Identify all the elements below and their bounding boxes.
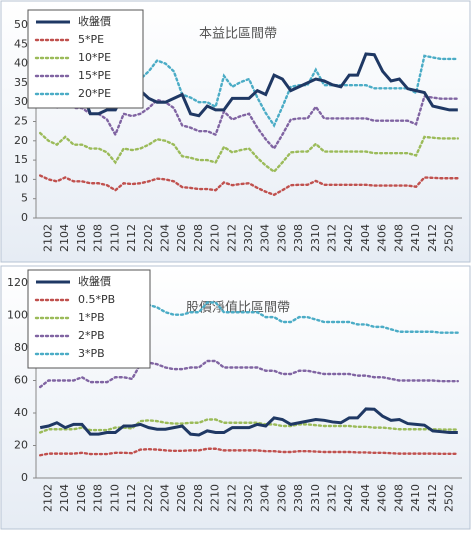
series-line xyxy=(38,447,460,457)
legend-label: 3*PB xyxy=(78,347,105,360)
legend-label: 10*PE xyxy=(78,51,111,64)
series-line xyxy=(39,52,458,118)
legend-label: 2*PB xyxy=(78,329,105,342)
x-tick-label: 2108 xyxy=(92,224,105,252)
series-line xyxy=(39,407,458,437)
x-tick-label: 2108 xyxy=(92,484,105,512)
y-tick-label: 20 xyxy=(14,134,28,147)
series-line xyxy=(38,89,460,151)
x-tick-label: 2204 xyxy=(158,224,171,252)
x-tick-label: 2308 xyxy=(292,224,305,252)
x-tick-label: 2112 xyxy=(125,224,138,252)
x-tick-label: 2112 xyxy=(125,484,138,512)
y-tick-label: 30 xyxy=(14,95,28,108)
x-tick-label: 2502 xyxy=(442,484,455,512)
x-tick-label: 2310 xyxy=(309,224,322,252)
legend-label: 收盤價 xyxy=(78,14,111,28)
legend-label: 20*PE xyxy=(78,87,111,100)
y-tick-label: 25 xyxy=(14,115,28,128)
x-tick-label: 2410 xyxy=(409,484,422,512)
x-tick-label: 2106 xyxy=(75,224,88,252)
y-tick-label: 45 xyxy=(14,37,28,50)
y-tick-label: 5 xyxy=(21,192,28,205)
y-tick-label: 40 xyxy=(14,57,28,70)
x-tick-label: 2204 xyxy=(158,484,171,512)
x-tick-label: 2312 xyxy=(326,484,339,512)
y-tick-label: 100 xyxy=(7,309,28,322)
x-tick-label: 2406 xyxy=(376,224,389,252)
x-tick-label: 2104 xyxy=(58,224,71,252)
x-tick-label: 2102 xyxy=(42,484,55,512)
x-tick-label: 2212 xyxy=(225,484,238,512)
series-line xyxy=(38,418,460,434)
series-line xyxy=(38,359,460,389)
y-tick-label: 0 xyxy=(21,211,28,224)
x-tick-label: 2302 xyxy=(242,484,255,512)
y-tick-label: 0 xyxy=(21,471,28,484)
y-tick-label: 120 xyxy=(7,276,28,289)
x-tick-label: 2212 xyxy=(225,224,238,252)
x-tick-label: 2202 xyxy=(142,224,155,252)
y-tick-label: 35 xyxy=(14,76,28,89)
legend-label: 0.5*PB xyxy=(78,293,115,306)
legend-label: 5*PE xyxy=(78,33,104,46)
y-tick-label: 60 xyxy=(14,374,28,387)
x-tick-label: 2410 xyxy=(409,224,422,252)
x-tick-label: 2412 xyxy=(426,224,439,252)
x-tick-label: 2502 xyxy=(442,224,455,252)
x-tick-label: 2208 xyxy=(192,484,205,512)
y-tick-label: 20 xyxy=(14,439,28,452)
x-tick-label: 2402 xyxy=(342,484,355,512)
x-tick-label: 2110 xyxy=(108,484,121,512)
x-tick-label: 2304 xyxy=(259,224,272,252)
series-line xyxy=(38,174,460,197)
x-tick-label: 2302 xyxy=(242,224,255,252)
y-tick-label: 80 xyxy=(14,341,28,354)
x-tick-label: 2404 xyxy=(359,484,372,512)
x-tick-label: 2104 xyxy=(58,484,71,512)
x-tick-label: 2210 xyxy=(209,224,222,252)
x-tick-label: 2210 xyxy=(209,484,222,512)
legend-label: 1*PB xyxy=(78,311,105,324)
x-tick-label: 2304 xyxy=(259,484,272,512)
x-tick-label: 2306 xyxy=(275,484,288,512)
x-tick-label: 2206 xyxy=(175,484,188,512)
x-tick-label: 2102 xyxy=(42,224,55,252)
x-tick-label: 2208 xyxy=(192,224,205,252)
x-tick-label: 2408 xyxy=(392,484,405,512)
legend-label: 收盤價 xyxy=(78,274,111,288)
x-tick-label: 2412 xyxy=(426,484,439,512)
x-tick-label: 2402 xyxy=(342,224,355,252)
y-tick-label: 15 xyxy=(14,153,28,166)
x-tick-label: 2206 xyxy=(175,224,188,252)
x-tick-label: 2310 xyxy=(309,484,322,512)
x-tick-label: 2308 xyxy=(292,484,305,512)
x-tick-label: 2106 xyxy=(75,484,88,512)
x-tick-label: 2202 xyxy=(142,484,155,512)
legend-label: 15*PE xyxy=(78,69,111,82)
y-tick-label: 10 xyxy=(14,172,28,185)
x-tick-label: 2408 xyxy=(392,224,405,252)
chart-title: 本益比區間帶 xyxy=(199,27,277,42)
x-tick-label: 2404 xyxy=(359,224,372,252)
x-tick-label: 2306 xyxy=(275,224,288,252)
x-tick-label: 2312 xyxy=(326,224,339,252)
series-line xyxy=(38,131,460,174)
x-tick-label: 2110 xyxy=(108,224,121,252)
x-tick-label: 2406 xyxy=(376,484,389,512)
y-tick-label: 50 xyxy=(14,18,28,31)
y-tick-label: 40 xyxy=(14,406,28,419)
